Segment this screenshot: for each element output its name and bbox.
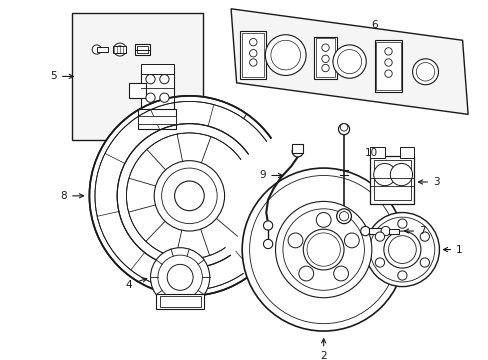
Bar bbox=[376, 42, 400, 90]
Circle shape bbox=[316, 212, 330, 227]
Circle shape bbox=[116, 46, 123, 53]
Circle shape bbox=[275, 201, 371, 298]
Circle shape bbox=[249, 39, 257, 46]
Circle shape bbox=[92, 45, 101, 54]
Circle shape bbox=[89, 96, 289, 296]
Bar bbox=[292, 144, 303, 153]
Bar bbox=[369, 156, 413, 204]
Circle shape bbox=[384, 59, 391, 66]
Text: 3: 3 bbox=[418, 177, 439, 187]
Circle shape bbox=[374, 232, 384, 241]
Bar bbox=[97, 47, 108, 52]
Text: 6: 6 bbox=[370, 19, 377, 30]
Polygon shape bbox=[231, 9, 467, 114]
Bar bbox=[72, 13, 203, 140]
Circle shape bbox=[384, 48, 391, 55]
Circle shape bbox=[337, 50, 361, 73]
Circle shape bbox=[412, 59, 438, 85]
Circle shape bbox=[397, 219, 406, 228]
Circle shape bbox=[160, 93, 169, 102]
Circle shape bbox=[336, 209, 351, 224]
Circle shape bbox=[333, 266, 348, 281]
Text: 10: 10 bbox=[364, 148, 377, 158]
Circle shape bbox=[265, 35, 305, 76]
Circle shape bbox=[338, 123, 349, 135]
Circle shape bbox=[384, 70, 391, 77]
Circle shape bbox=[145, 93, 155, 102]
Bar bbox=[136, 46, 147, 53]
Circle shape bbox=[365, 212, 439, 287]
Circle shape bbox=[397, 271, 406, 280]
Circle shape bbox=[263, 221, 272, 230]
Circle shape bbox=[373, 163, 395, 186]
Bar bbox=[113, 46, 126, 53]
Bar bbox=[373, 160, 410, 201]
Circle shape bbox=[162, 168, 217, 224]
Circle shape bbox=[383, 231, 420, 268]
Circle shape bbox=[298, 266, 313, 281]
Circle shape bbox=[167, 264, 193, 290]
Text: 7: 7 bbox=[404, 226, 425, 236]
Bar bbox=[138, 109, 175, 129]
Text: 5: 5 bbox=[50, 71, 73, 81]
Circle shape bbox=[242, 168, 405, 331]
Circle shape bbox=[344, 233, 359, 248]
Text: 2: 2 bbox=[320, 339, 326, 360]
Circle shape bbox=[263, 239, 272, 249]
Wedge shape bbox=[187, 138, 291, 279]
Bar bbox=[141, 68, 173, 113]
Circle shape bbox=[306, 233, 340, 266]
Bar bbox=[388, 229, 398, 234]
Bar bbox=[129, 83, 145, 98]
Circle shape bbox=[339, 212, 348, 221]
Circle shape bbox=[419, 232, 428, 241]
Bar bbox=[374, 40, 402, 92]
Circle shape bbox=[415, 63, 434, 81]
Circle shape bbox=[303, 229, 344, 270]
Circle shape bbox=[340, 123, 347, 131]
Circle shape bbox=[113, 43, 126, 56]
Bar bbox=[369, 147, 384, 158]
Circle shape bbox=[321, 64, 328, 72]
Circle shape bbox=[174, 181, 204, 211]
Circle shape bbox=[292, 146, 303, 157]
Circle shape bbox=[360, 226, 369, 236]
Text: 9: 9 bbox=[259, 171, 282, 180]
Circle shape bbox=[419, 258, 428, 267]
Bar bbox=[135, 44, 149, 55]
Circle shape bbox=[249, 50, 257, 57]
Circle shape bbox=[380, 226, 389, 236]
Text: 1: 1 bbox=[443, 244, 462, 255]
Circle shape bbox=[389, 163, 412, 186]
Text: 8: 8 bbox=[61, 191, 83, 201]
Circle shape bbox=[154, 161, 224, 231]
Circle shape bbox=[332, 45, 366, 78]
Text: 4: 4 bbox=[125, 278, 146, 290]
Circle shape bbox=[374, 258, 384, 267]
Circle shape bbox=[270, 40, 300, 70]
Bar bbox=[242, 33, 264, 77]
Circle shape bbox=[321, 44, 328, 51]
Bar bbox=[316, 39, 334, 77]
Circle shape bbox=[249, 59, 257, 66]
Circle shape bbox=[160, 75, 169, 84]
Bar bbox=[368, 228, 381, 234]
Bar bbox=[160, 296, 200, 307]
Circle shape bbox=[321, 55, 328, 63]
Bar bbox=[240, 31, 266, 79]
Bar bbox=[141, 64, 173, 73]
Circle shape bbox=[150, 248, 209, 307]
Circle shape bbox=[145, 75, 155, 84]
Bar bbox=[399, 147, 413, 158]
Bar bbox=[314, 37, 336, 79]
Bar bbox=[156, 294, 204, 309]
Circle shape bbox=[287, 233, 302, 248]
Bar bbox=[138, 116, 175, 123]
